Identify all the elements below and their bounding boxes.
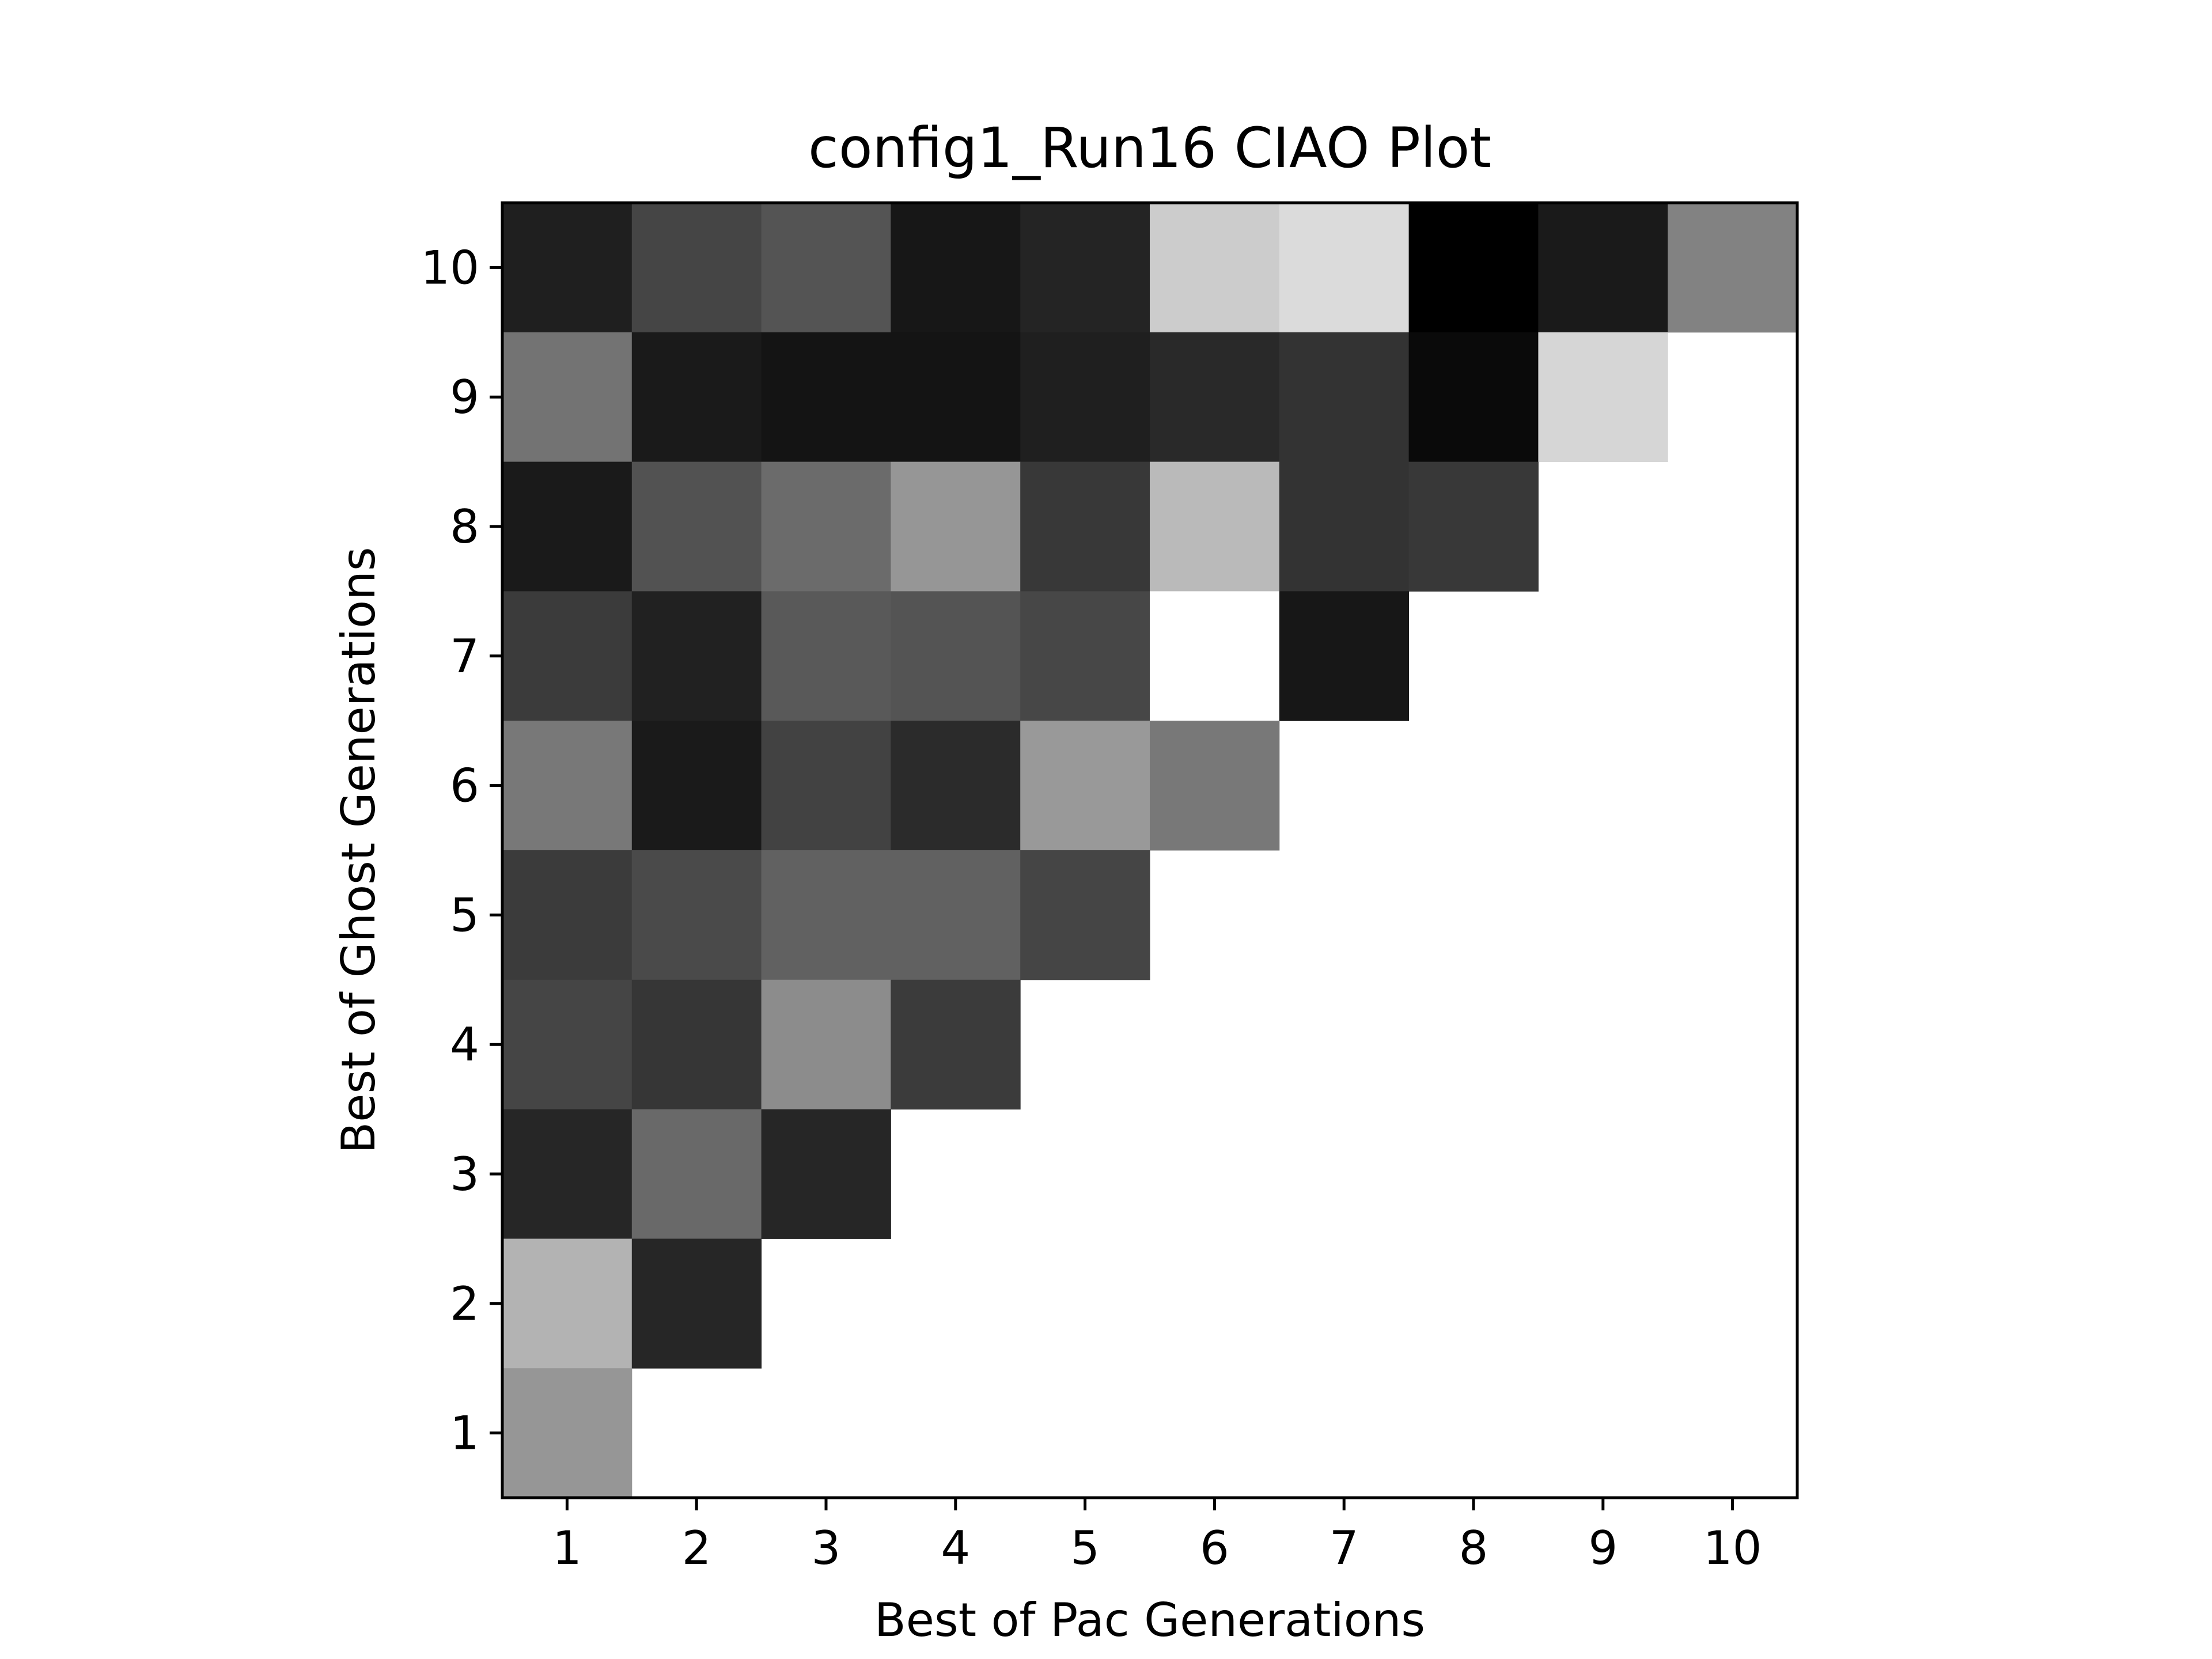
heatmap-cell-pac4-ghost9 <box>891 332 1021 463</box>
x-axis: 1 2 3 4 5 6 7 8 9 10 <box>552 1498 1762 1575</box>
y-tick-label-9: 9 <box>450 370 479 424</box>
heatmap-cell-pac3-ghost8 <box>761 461 891 592</box>
heatmap-cell-pac7-ghost7 <box>1279 591 1410 721</box>
heatmap-cell-pac1-ghost8 <box>502 461 632 592</box>
x-tick-label-6: 6 <box>1200 1521 1229 1575</box>
heatmap-cell-pac1-ghost6 <box>502 721 632 851</box>
y-tick-label-8: 8 <box>450 500 479 554</box>
x-tick-label-1: 1 <box>552 1521 582 1575</box>
heatmap-cell-pac4-ghost6 <box>891 721 1021 851</box>
heatmap-cell-pac9-ghost9 <box>1538 332 1668 463</box>
y-tick-label-5: 5 <box>450 888 479 942</box>
y-tick-label-1: 1 <box>450 1407 479 1460</box>
x-tick-label-3: 3 <box>812 1521 841 1575</box>
heatmap-cell-pac3-ghost6 <box>761 721 891 851</box>
chart-title: config1_Run16 CIAO Plot <box>808 116 1491 180</box>
x-tick-label-9: 9 <box>1588 1521 1618 1575</box>
heatmap-cell-pac8-ghost8 <box>1408 461 1539 592</box>
heatmap-cell-pac1-ghost9 <box>502 332 632 463</box>
heatmap-cell-pac1-ghost5 <box>502 850 632 980</box>
heatmap-cell-pac5-ghost6 <box>1020 721 1150 851</box>
heatmap-cell-pac1-ghost2 <box>502 1238 632 1369</box>
y-tick-label-6: 6 <box>450 759 479 813</box>
heatmap-cell-pac3-ghost7 <box>761 591 891 721</box>
heatmap-cell-pac1-ghost3 <box>502 1109 632 1239</box>
heatmap-cell-pac4-ghost8 <box>891 461 1021 592</box>
x-tick-label-10: 10 <box>1703 1521 1762 1575</box>
heatmap-cell-pac5-ghost10 <box>1020 203 1150 333</box>
heatmap-cell-pac4-ghost5 <box>891 850 1021 980</box>
heatmap-cell-pac4-ghost7 <box>891 591 1021 721</box>
heatmap-cell-pac6-ghost9 <box>1150 332 1280 463</box>
x-tick-label-7: 7 <box>1330 1521 1359 1575</box>
heatmap-cell-pac3-ghost3 <box>761 1109 891 1239</box>
y-tick-label-4: 4 <box>450 1018 479 1071</box>
heatmap-cell-pac7-ghost8 <box>1279 461 1410 592</box>
heatmap-cell-pac5-ghost9 <box>1020 332 1150 463</box>
heatmap-cells <box>502 203 1798 1498</box>
x-axis-label: Best of Pac Generations <box>874 1593 1425 1647</box>
x-tick-label-5: 5 <box>1070 1521 1100 1575</box>
heatmap-cell-pac9-ghost10 <box>1538 203 1668 333</box>
y-tick-label-3: 3 <box>450 1147 479 1201</box>
heatmap-cell-pac6-ghost6 <box>1150 721 1280 851</box>
heatmap-cell-pac7-ghost10 <box>1279 203 1410 333</box>
heatmap-cell-pac10-ghost10 <box>1668 203 1798 333</box>
y-axis: 1 2 3 4 5 6 7 8 9 10 <box>421 241 502 1460</box>
heatmap-cell-pac2-ghost3 <box>631 1109 762 1239</box>
heatmap-cell-pac3-ghost9 <box>761 332 891 463</box>
heatmap-cell-pac2-ghost6 <box>631 721 762 851</box>
y-tick-label-2: 2 <box>450 1277 479 1331</box>
heatmap-cell-pac2-ghost2 <box>631 1238 762 1369</box>
heatmap-cell-pac1-ghost1 <box>502 1368 632 1498</box>
heatmap-cell-pac5-ghost5 <box>1020 850 1150 980</box>
y-tick-label-7: 7 <box>450 630 479 683</box>
heatmap-cell-pac3-ghost4 <box>761 979 891 1110</box>
heatmap-cell-pac5-ghost8 <box>1020 461 1150 592</box>
heatmap-cell-pac2-ghost9 <box>631 332 762 463</box>
y-axis-label: Best of Ghost Generations <box>332 547 385 1153</box>
x-tick-label-2: 2 <box>682 1521 711 1575</box>
heatmap-cell-pac2-ghost7 <box>631 591 762 721</box>
heatmap-cell-pac3-ghost5 <box>761 850 891 980</box>
heatmap-cell-pac4-ghost10 <box>891 203 1021 333</box>
heatmap-cell-pac1-ghost7 <box>502 591 632 721</box>
heatmap-cell-pac5-ghost7 <box>1020 591 1150 721</box>
heatmap-cell-pac1-ghost4 <box>502 979 632 1110</box>
heatmap-cell-pac4-ghost4 <box>891 979 1021 1110</box>
heatmap-cell-pac6-ghost7 <box>1150 591 1280 721</box>
x-tick-label-8: 8 <box>1459 1521 1488 1575</box>
heatmap-cell-pac6-ghost10 <box>1150 203 1280 333</box>
heatmap-cell-pac2-ghost8 <box>631 461 762 592</box>
heatmap-cell-pac3-ghost10 <box>761 203 891 333</box>
heatmap-cell-pac7-ghost9 <box>1279 332 1410 463</box>
heatmap-cell-pac2-ghost10 <box>631 203 762 333</box>
heatmap-cell-pac6-ghost8 <box>1150 461 1280 592</box>
heatmap-cell-pac8-ghost10 <box>1408 203 1539 333</box>
heatmap-cell-pac2-ghost4 <box>631 979 762 1110</box>
heatmap-cell-pac1-ghost10 <box>502 203 632 333</box>
heatmap-cell-pac8-ghost9 <box>1408 332 1539 463</box>
y-tick-label-10: 10 <box>421 241 479 294</box>
x-tick-label-4: 4 <box>941 1521 970 1575</box>
heatmap-cell-pac2-ghost5 <box>631 850 762 980</box>
plot-frame <box>501 201 1799 1499</box>
